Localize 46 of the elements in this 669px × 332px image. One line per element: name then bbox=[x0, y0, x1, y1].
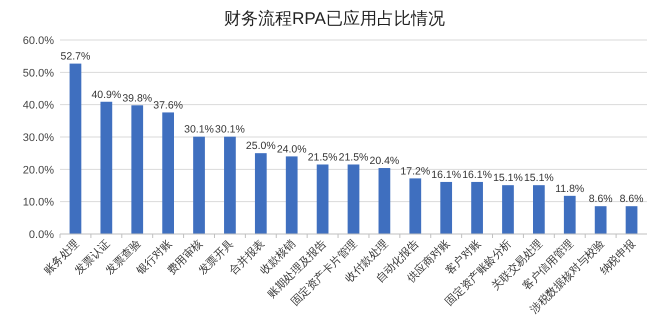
y-tick-label: 50.0% bbox=[22, 67, 54, 80]
data-label: 15.1% bbox=[524, 172, 554, 184]
data-label: 8.6% bbox=[620, 193, 644, 206]
data-label: 15.1% bbox=[493, 172, 523, 184]
bar bbox=[316, 164, 328, 234]
y-tick-label: 0.0% bbox=[28, 229, 54, 241]
bar bbox=[378, 168, 390, 234]
data-label: 16.1% bbox=[462, 168, 492, 181]
data-label: 52.7% bbox=[60, 50, 90, 63]
data-label: 21.5% bbox=[308, 151, 338, 164]
data-label: 21.5% bbox=[338, 151, 368, 164]
bar bbox=[409, 178, 422, 234]
data-label: 37.6% bbox=[153, 99, 184, 112]
data-label: 16.1% bbox=[431, 168, 462, 181]
bar bbox=[162, 112, 174, 234]
bar bbox=[564, 196, 576, 234]
y-tick-label: 60.0% bbox=[22, 35, 54, 47]
data-label: 8.6% bbox=[588, 193, 613, 206]
data-label: 30.1% bbox=[184, 124, 214, 136]
data-label: 39.8% bbox=[122, 92, 152, 104]
bar bbox=[286, 156, 298, 234]
bar bbox=[193, 136, 205, 234]
data-label: 11.8% bbox=[555, 182, 584, 195]
y-tick-label: 20.0% bbox=[22, 164, 54, 176]
bar bbox=[131, 105, 144, 234]
y-tick-label: 40.0% bbox=[22, 100, 54, 112]
bar bbox=[100, 102, 112, 234]
data-label: 30.1% bbox=[215, 124, 245, 136]
chart-title: 财务流程RPA已应用占比情况 bbox=[224, 9, 445, 28]
data-label: 17.2% bbox=[400, 165, 430, 178]
data-label: 40.9% bbox=[91, 88, 122, 101]
bar bbox=[626, 206, 638, 234]
bar bbox=[502, 185, 514, 234]
bar bbox=[224, 136, 236, 234]
bar bbox=[440, 182, 452, 234]
data-label: 24.0% bbox=[276, 143, 307, 156]
bar bbox=[70, 64, 82, 234]
bar bbox=[533, 185, 545, 234]
bar bbox=[471, 182, 483, 234]
bar bbox=[594, 206, 607, 234]
y-tick-label: 30.0% bbox=[22, 132, 54, 144]
bar bbox=[348, 164, 360, 234]
data-label: 25.0% bbox=[246, 140, 276, 152]
y-tick-label: 10.0% bbox=[22, 196, 54, 209]
bar bbox=[254, 153, 267, 234]
data-label: 20.4% bbox=[370, 155, 400, 168]
